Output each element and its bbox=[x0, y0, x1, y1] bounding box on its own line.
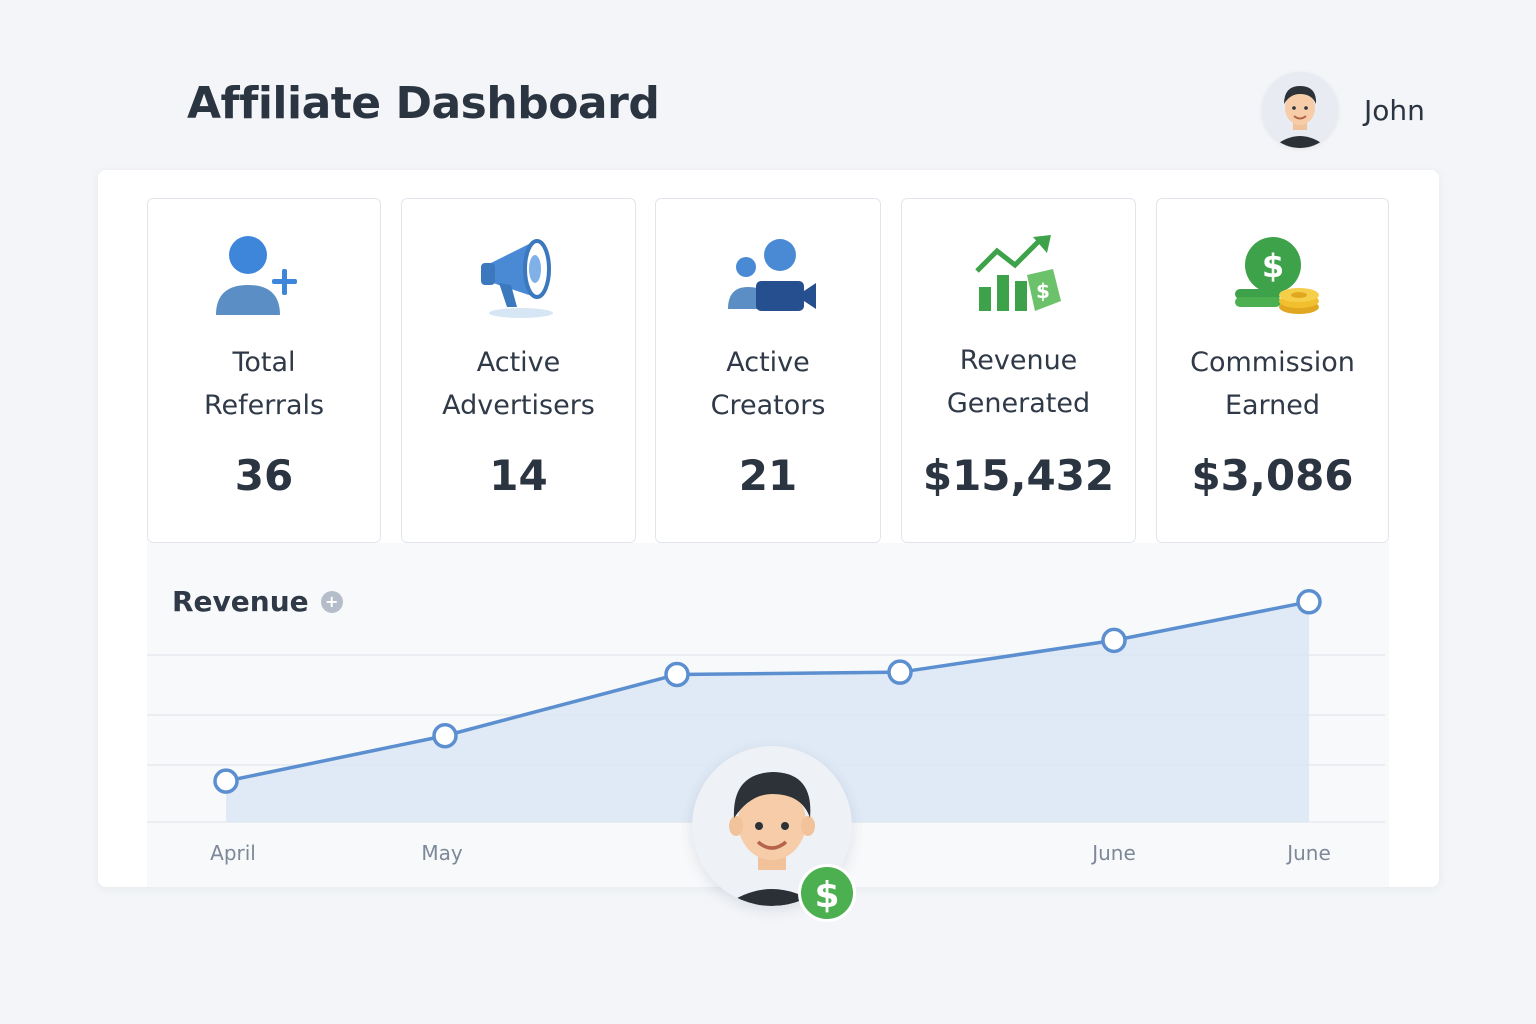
card-value: 36 bbox=[234, 451, 294, 500]
creator-avatar bbox=[692, 746, 852, 906]
card-commission-earned[interactable]: $ Commission Earned $3,086 bbox=[1156, 198, 1389, 543]
card-value: 14 bbox=[489, 451, 548, 500]
card-value: $3,086 bbox=[1191, 451, 1354, 500]
user-name[interactable]: John bbox=[1364, 93, 1425, 127]
card-label: Active Advertisers bbox=[442, 347, 595, 421]
card-label: Revenue Generated bbox=[946, 345, 1091, 419]
card-revenue-generated[interactable]: $ Revenue Generated $15,432 bbox=[901, 198, 1136, 543]
user-menu[interactable]: John bbox=[1262, 72, 1425, 148]
page-title: Affiliate Dashboard bbox=[187, 78, 660, 129]
coins-icon: $ bbox=[1157, 231, 1388, 327]
megaphone-icon bbox=[402, 231, 635, 327]
user-avatar[interactable] bbox=[1262, 72, 1338, 148]
card-value: 21 bbox=[738, 451, 798, 500]
dollar-badge: $ bbox=[798, 864, 856, 922]
card-label: Total Referrals bbox=[203, 347, 325, 421]
add-user-icon bbox=[148, 231, 380, 327]
info-icon[interactable]: + bbox=[320, 590, 343, 613]
card-label: Commission Earned bbox=[1190, 347, 1355, 421]
svg-text:$: $ bbox=[1261, 247, 1283, 285]
card-label: Active Creators bbox=[710, 347, 826, 421]
svg-text:$: $ bbox=[1036, 279, 1050, 303]
card-active-creators[interactable]: Active Creators 21 bbox=[655, 198, 881, 543]
growth-chart-icon: $ bbox=[902, 231, 1135, 327]
card-active-advertisers[interactable]: Active Advertisers 14 bbox=[401, 198, 636, 543]
card-value: $15,432 bbox=[922, 451, 1115, 500]
video-creators-icon bbox=[656, 231, 880, 327]
chart-title: Revenue + bbox=[172, 585, 343, 618]
card-total-referrals[interactable]: Total Referrals 36 bbox=[147, 198, 381, 543]
